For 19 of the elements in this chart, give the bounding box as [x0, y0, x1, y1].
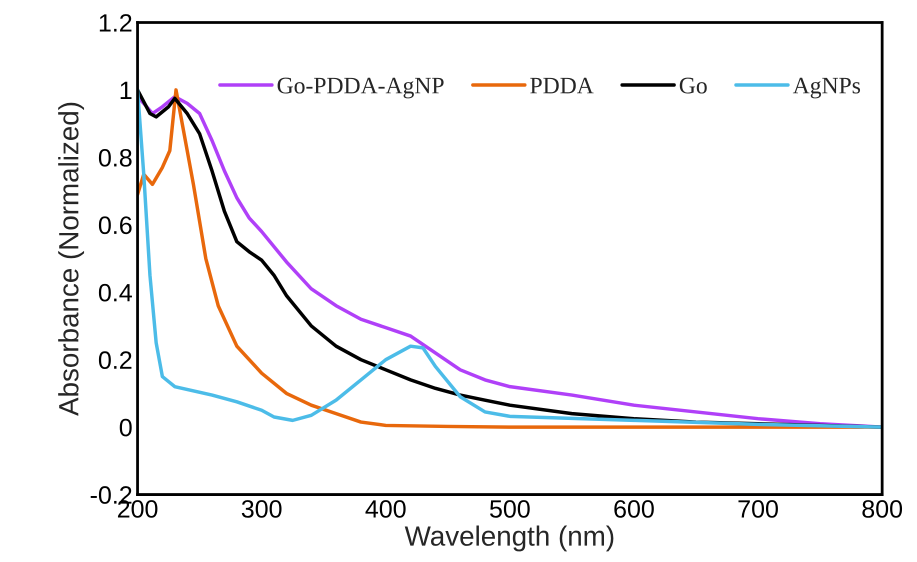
y-tick-label: 0.6 — [98, 216, 132, 234]
x-tick-label: 800 — [862, 500, 902, 518]
y-tick-label: 0.2 — [98, 351, 132, 369]
x-tick-label: 400 — [365, 500, 406, 518]
x-tick-label: 300 — [242, 500, 282, 518]
y-axis-title: Absorbance (Normalized) — [58, 102, 84, 416]
x-axis-title: Wavelength (nm) — [404, 526, 614, 552]
legend-label: Go — [680, 78, 707, 94]
y-tick-label: 1 — [120, 82, 132, 99]
legend-label: PDDA — [530, 78, 594, 94]
y-tick-label: 1.2 — [100, 14, 132, 32]
x-tick-label: 500 — [490, 500, 530, 518]
y-tick-label: 0.4 — [98, 284, 132, 302]
x-tick-label: 600 — [614, 500, 654, 518]
x-tick-label: 700 — [738, 500, 778, 518]
legend-label: Go-PDDA-AgNP — [278, 78, 444, 98]
legend-label: AgNPs — [792, 78, 860, 98]
y-tick-label: 0.8 — [98, 148, 132, 167]
y-tick-label: 0 — [120, 418, 132, 436]
